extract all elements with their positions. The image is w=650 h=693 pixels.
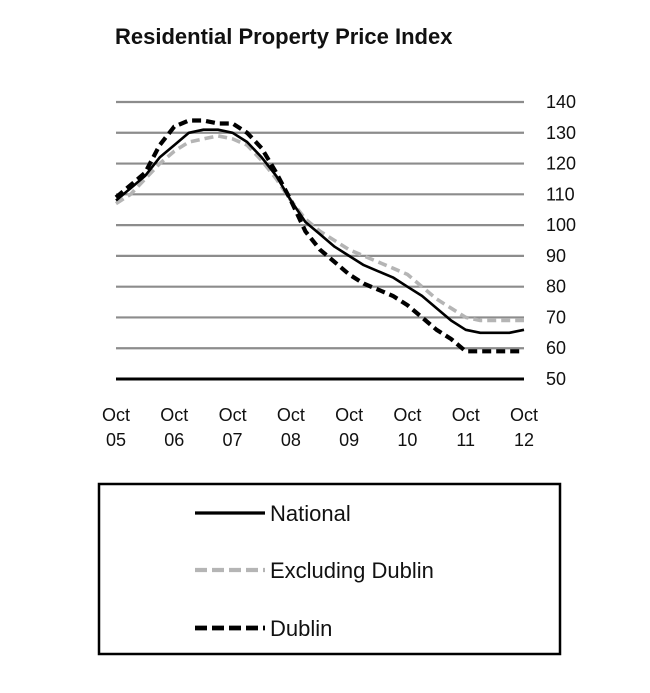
chart-title: Residential Property Price Index — [115, 24, 453, 49]
legend-box — [97, 482, 562, 656]
x-tick-label-year: 12 — [514, 430, 534, 450]
series-line-excluding-dublin — [115, 134, 524, 323]
y-tick-label: 50 — [546, 369, 566, 389]
grid-lines — [116, 100, 524, 381]
x-tick-label-month: Oct — [452, 405, 480, 425]
y-tick-label: 130 — [546, 123, 576, 143]
legend-item: Dublin — [195, 616, 332, 641]
x-tick-label-month: Oct — [219, 405, 247, 425]
y-tick-label: 100 — [546, 215, 576, 235]
x-tick: Oct 10 — [393, 405, 421, 450]
x-tick-label-month: Oct — [510, 405, 538, 425]
legend-item: Excluding Dublin — [195, 558, 434, 583]
legend: National Excluding Dublin Dublin — [97, 482, 562, 656]
y-axis-ticks: 140 130 120 110 100 90 80 70 60 50 — [546, 92, 576, 389]
y-tick-label: 140 — [546, 92, 576, 112]
x-tick: Oct 07 — [219, 405, 247, 450]
x-tick: Oct 08 — [277, 405, 305, 450]
x-tick-label-year: 09 — [339, 430, 359, 450]
y-tick-label: 110 — [546, 184, 575, 204]
x-tick-label-month: Oct — [160, 405, 188, 425]
x-axis-ticks: Oct 05 Oct 06 Oct 07 Oct 08 Oct 09 Oct 10 Oct 11 Oct 12 — [102, 405, 538, 450]
x-tick-label-year: 06 — [164, 430, 184, 450]
x-tick-label-year: 05 — [106, 430, 126, 450]
legend-items: National Excluding Dublin Dublin — [195, 501, 434, 641]
x-tick-label-year: 10 — [397, 430, 417, 450]
x-tick: Oct 12 — [510, 405, 538, 450]
x-tick-label-month: Oct — [102, 405, 130, 425]
series-lines — [114, 118, 525, 354]
x-tick: Oct 05 — [102, 405, 130, 450]
x-tick-label-year: 08 — [281, 430, 301, 450]
series-line-national — [115, 128, 525, 335]
x-tick-label-month: Oct — [277, 405, 305, 425]
y-tick-label: 60 — [546, 338, 566, 358]
legend-label: National — [270, 501, 351, 526]
x-tick: Oct 06 — [160, 405, 188, 450]
x-tick-label-month: Oct — [393, 405, 421, 425]
legend-label: Excluding Dublin — [270, 558, 434, 583]
x-tick-label-year: 11 — [456, 430, 475, 450]
y-tick-label: 90 — [546, 246, 566, 266]
y-tick-label: 120 — [546, 154, 576, 174]
x-tick: Oct 09 — [335, 405, 363, 450]
series-line-dublin — [114, 118, 524, 354]
x-tick-label-month: Oct — [335, 405, 363, 425]
x-tick: Oct 11 — [452, 405, 480, 450]
y-tick-label: 70 — [546, 307, 566, 327]
legend-item: National — [195, 501, 351, 526]
x-tick-label-year: 07 — [223, 430, 243, 450]
y-tick-label: 80 — [546, 277, 566, 297]
legend-label: Dublin — [270, 616, 332, 641]
